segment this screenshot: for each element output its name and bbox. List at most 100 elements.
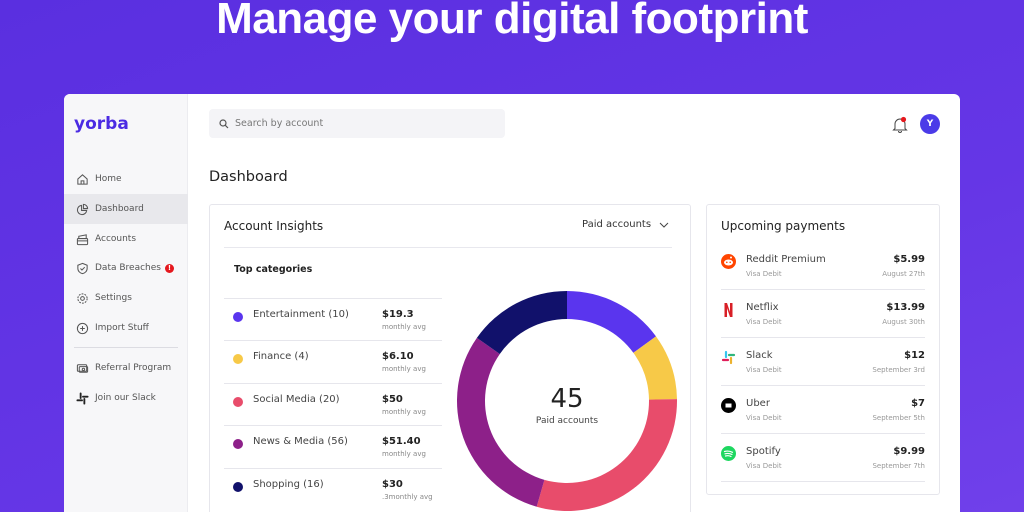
ticket-icon	[76, 363, 89, 373]
paid-accounts-dropdown[interactable]: Paid accounts	[582, 219, 669, 230]
category-row[interactable]: Social Media (20) $50 monthly avg	[224, 382, 442, 425]
category-row[interactable]: Finance (4) $6.10 monthly avg	[224, 340, 442, 382]
category-value: $30	[382, 478, 403, 490]
home-icon	[77, 173, 88, 185]
sidebar-item-data-breaches[interactable]: Data Breaches!	[64, 253, 188, 283]
sidebar-item-label: Referral Program	[95, 363, 172, 373]
category-sub: monthly avg	[382, 450, 426, 459]
payment-date: September 7th	[872, 462, 925, 470]
category-label: Shopping (16)	[253, 478, 324, 490]
category-row[interactable]: Entertainment (10) $19.3 monthly avg	[224, 298, 442, 340]
slack-icon	[721, 350, 736, 365]
payment-date: August 27th	[882, 270, 925, 278]
payment-row[interactable]: Netflix Visa Debit $13.99 August 30th	[721, 290, 925, 338]
category-color-dot	[233, 354, 243, 365]
payment-name: Spotify	[746, 446, 781, 457]
payment-row[interactable]: Spotify Visa Debit $9.99 September 7th	[721, 434, 925, 482]
logo[interactable]: yorba	[74, 114, 129, 134]
chevron-down-icon	[659, 222, 669, 228]
upcoming-payments-card: Upcoming payments Reddit Premium Visa De…	[706, 204, 940, 495]
category-sub: monthly avg	[382, 365, 426, 374]
donut-segment[interactable]	[633, 336, 677, 400]
payment-date: September 3rd	[872, 366, 925, 374]
card-title: Account Insights	[224, 219, 324, 233]
search-placeholder: Search by account	[235, 118, 324, 129]
payment-row[interactable]: Slack Visa Debit $12 September 3rd	[721, 338, 925, 386]
avatar[interactable]: Y	[920, 114, 940, 134]
category-color-dot	[233, 396, 243, 407]
category-sub: monthly avg	[382, 407, 426, 416]
category-value: $6.10	[382, 351, 414, 363]
sidebar-divider	[74, 347, 178, 348]
plus-circle-icon	[76, 322, 89, 334]
reddit-icon	[721, 254, 736, 269]
category-row[interactable]: Shopping (16) $30 .3monthly avg	[224, 467, 442, 510]
slack-icon	[76, 391, 89, 405]
payment-method: Visa Debit	[746, 366, 782, 374]
sidebar: yorba Home Dashboard Accounts Data Breac…	[64, 94, 188, 512]
headline: Manage your digital footprint	[216, 0, 808, 43]
payment-row[interactable]: Uber Visa Debit $7 September 5th	[721, 386, 925, 434]
category-label: News & Media (56)	[253, 436, 348, 448]
spotify-icon	[721, 446, 736, 461]
category-value: $51.40	[382, 436, 421, 448]
account-insights-card: Account Insights Paid accounts Top categ…	[209, 204, 691, 512]
pie-chart-icon	[76, 203, 89, 215]
category-sub: monthly avg	[382, 323, 426, 331]
category-color-dot	[233, 481, 243, 492]
payment-amount: $12	[904, 350, 925, 361]
payment-row[interactable]: Reddit Premium Visa Debit $5.99 August 2…	[721, 242, 925, 290]
sidebar-item-accounts[interactable]: Accounts	[64, 224, 188, 254]
category-color-dot	[233, 439, 243, 450]
donut-segment[interactable]	[536, 399, 677, 511]
sidebar-item-label: Home	[95, 174, 122, 184]
notification-bell-icon[interactable]	[892, 116, 908, 133]
category-row[interactable]: News & Media (56) $51.40 monthly avg	[224, 425, 442, 467]
category-label: Social Media (20)	[253, 393, 340, 405]
sidebar-item-label: Dashboard	[95, 204, 144, 214]
wallet-icon	[76, 233, 89, 245]
payment-amount: $9.99	[893, 446, 925, 457]
sidebar-item-label: Settings	[95, 293, 132, 303]
netflix-icon	[724, 303, 733, 317]
uber-icon	[721, 398, 736, 413]
category-label: Entertainment (10)	[253, 309, 349, 320]
payment-date: September 5th	[872, 414, 925, 422]
payment-date: August 30th	[882, 318, 925, 326]
shield-check-icon	[77, 262, 88, 274]
payment-method: Visa Debit	[746, 270, 782, 278]
payment-amount: $5.99	[893, 254, 925, 265]
payment-name: Slack	[746, 350, 773, 361]
sidebar-item-settings[interactable]: Settings	[64, 283, 188, 313]
payment-method: Visa Debit	[746, 462, 782, 470]
search-input[interactable]: Search by account	[209, 109, 505, 138]
sidebar-item-join-slack[interactable]: Join our Slack	[64, 383, 188, 413]
donut-segment[interactable]	[567, 291, 656, 353]
sidebar-item-dashboard[interactable]: Dashboard	[64, 194, 188, 224]
category-sub: .3monthly avg	[382, 492, 433, 501]
category-value: $50	[382, 393, 403, 405]
card-title: Upcoming payments	[721, 219, 846, 233]
donut-label: Paid accounts	[536, 416, 598, 426]
dropdown-label: Paid accounts	[582, 219, 652, 230]
donut-segment[interactable]	[456, 337, 545, 507]
payment-name: Netflix	[746, 302, 779, 313]
sidebar-item-referral-program[interactable]: Referral Program	[64, 353, 188, 383]
sidebar-item-import-stuff[interactable]: Import Stuff	[64, 313, 188, 343]
payment-amount: $13.99	[886, 302, 925, 313]
donut-total: 45	[550, 384, 583, 414]
category-color-dot	[233, 312, 243, 322]
sidebar-item-label: Join our Slack	[95, 393, 156, 403]
sidebar-item-home[interactable]: Home	[64, 164, 188, 194]
payment-method: Visa Debit	[746, 414, 782, 422]
search-icon	[219, 118, 229, 128]
donut-segment[interactable]	[476, 291, 567, 354]
section-title: Top categories	[234, 264, 313, 275]
gear-icon	[77, 292, 88, 304]
sidebar-item-label: Accounts	[95, 234, 137, 244]
payment-amount: $7	[911, 398, 925, 409]
category-value: $19.3	[382, 309, 414, 320]
payment-name: Uber	[746, 398, 770, 409]
divider	[224, 247, 672, 248]
page-title: Dashboard	[209, 169, 288, 185]
